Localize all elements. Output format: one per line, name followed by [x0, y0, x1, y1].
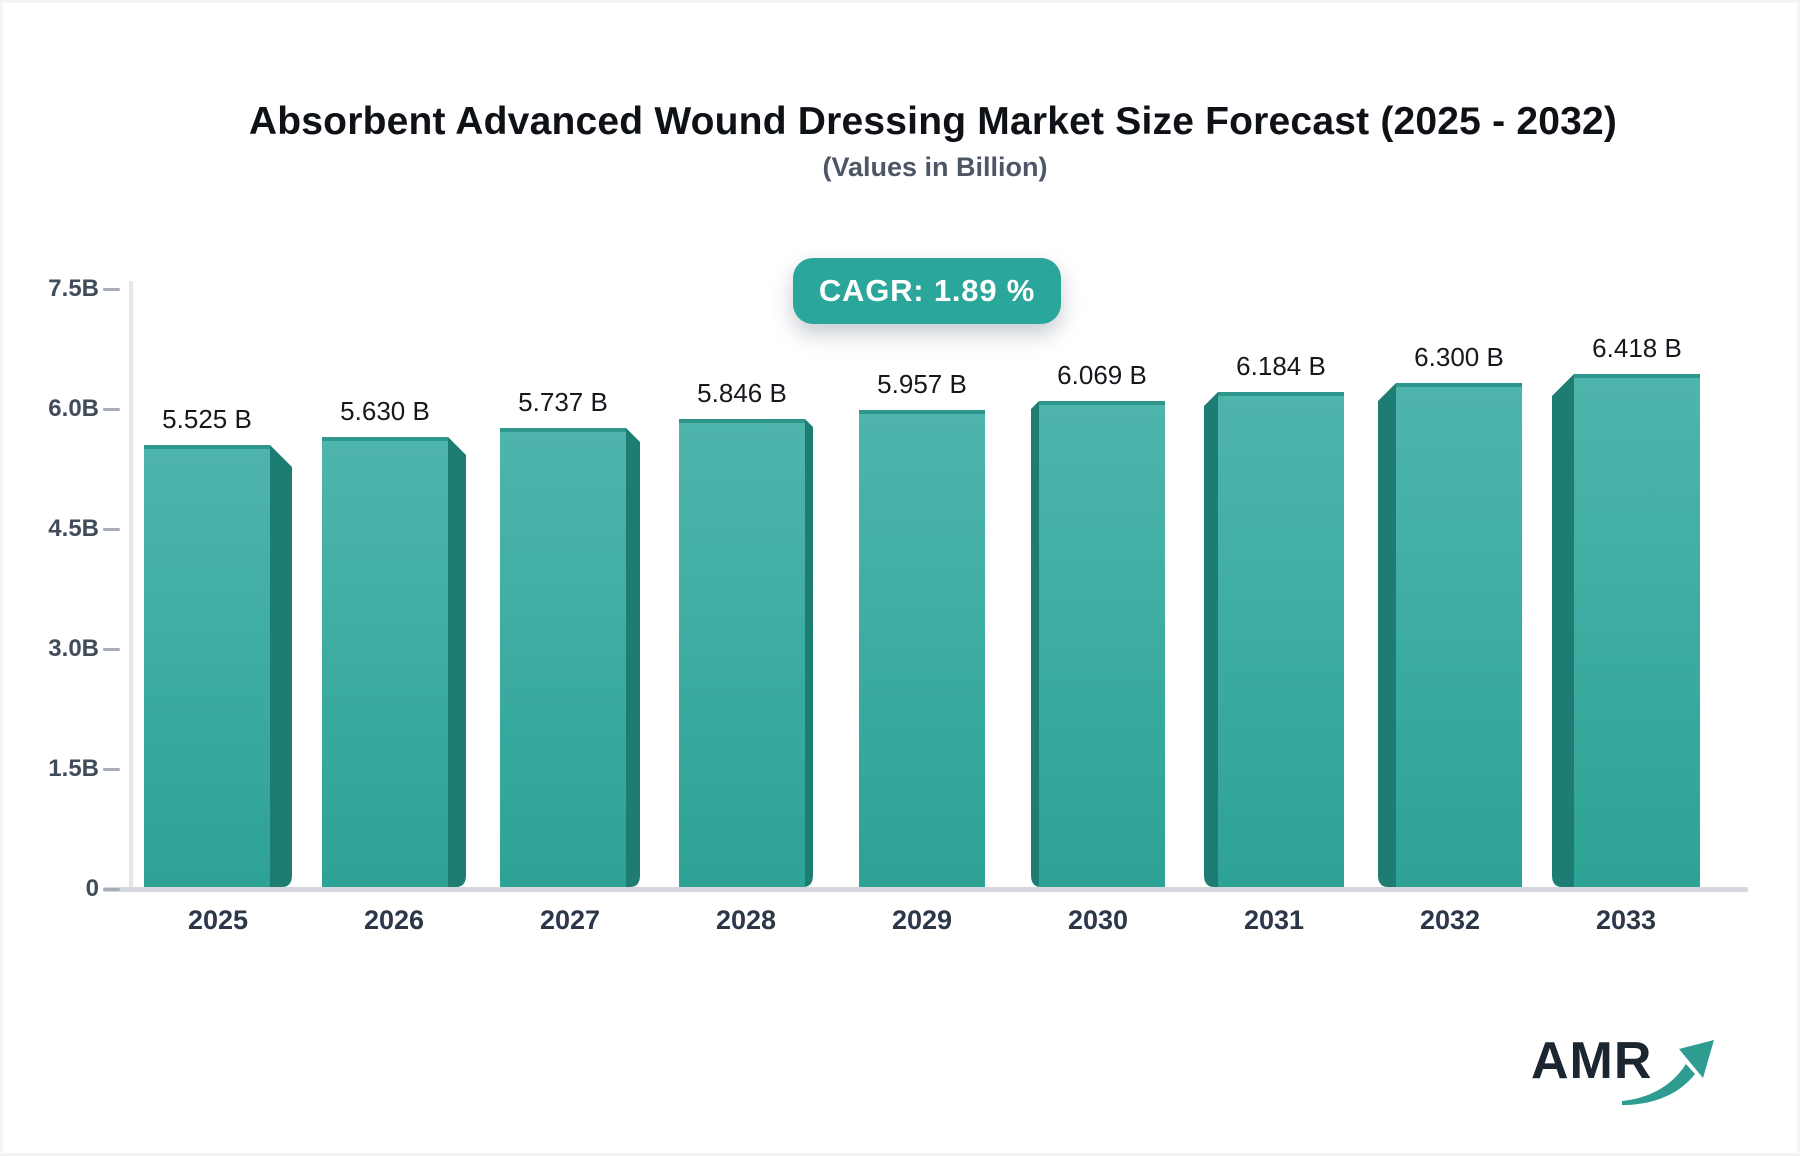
- bar-2031: [1204, 392, 1344, 887]
- x-tick-label: 2031: [1243, 905, 1305, 935]
- bar-value-label: 5.846 B: [697, 378, 787, 408]
- bar-top-edge: [679, 419, 805, 423]
- bar-front-face: [1039, 401, 1165, 887]
- bar-side-face: [1031, 401, 1041, 887]
- y-axis-line: [129, 281, 133, 891]
- y-tick-label: 3.0B: [48, 635, 99, 662]
- y-tick-label: 6.0B: [48, 395, 99, 422]
- bar-2027: [500, 428, 640, 887]
- bar-value-label: 5.525 B: [162, 404, 252, 434]
- bar-2032: [1378, 383, 1522, 887]
- cagr-badge-label: CAGR: 1.89 %: [818, 273, 1036, 308]
- bar-front-face: [500, 428, 626, 887]
- bar-front-face: [1396, 383, 1522, 887]
- amr-logo-text: AMR: [1531, 1032, 1653, 1090]
- bar-side-face: [1204, 392, 1218, 887]
- bar-2025: [144, 445, 292, 887]
- x-tick-label: 2027: [539, 905, 601, 935]
- y-tick-dash: [103, 288, 120, 291]
- x-tick-label: 2032: [1419, 905, 1481, 935]
- y-tick-label: 1.5B: [48, 755, 99, 782]
- bar-top-edge: [1396, 383, 1522, 387]
- bar-top-edge: [1039, 401, 1165, 405]
- bar-value-label: 6.300 B: [1414, 342, 1504, 372]
- y-tick-label: 4.5B: [48, 515, 99, 542]
- bar-front-face: [1574, 374, 1700, 887]
- x-axis-baseline: [103, 887, 1748, 892]
- bar-2026: [322, 437, 466, 887]
- y-tick-label: 7.5B: [48, 275, 99, 302]
- bar-side-face: [803, 419, 813, 887]
- y-tick-dash: [103, 528, 120, 531]
- bar-front-face: [144, 445, 270, 887]
- y-tick-label: 0: [85, 875, 99, 902]
- bar-front-face: [322, 437, 448, 887]
- x-tick-label: 2028: [715, 905, 777, 935]
- x-tick-label: 2025: [187, 905, 249, 935]
- bar-side-face: [270, 445, 292, 887]
- y-tick-dash: [103, 768, 120, 771]
- bar-side-face: [1378, 383, 1396, 887]
- bar-2029: [859, 410, 985, 887]
- bar-top-edge: [1574, 374, 1700, 378]
- bar-value-label: 5.737 B: [518, 387, 608, 417]
- bar-2030: [1031, 401, 1165, 887]
- bar-front-face: [679, 419, 805, 887]
- bar-top-edge: [322, 437, 448, 441]
- bar-front-face: [859, 410, 985, 887]
- bar-value-label: 6.069 B: [1057, 360, 1147, 390]
- bar-2033: [1552, 374, 1700, 887]
- bar-top-edge: [500, 428, 626, 432]
- bar-2028: [679, 419, 813, 887]
- bar-top-edge: [1218, 392, 1344, 396]
- page-title: Absorbent Advanced Wound Dressing Market…: [248, 100, 1618, 143]
- bar-value-label: 6.184 B: [1236, 351, 1326, 381]
- page-subtitle: (Values in Billion): [822, 152, 1048, 182]
- amr-logo: AMR: [1531, 1031, 1731, 1121]
- x-tick-label: 2029: [891, 905, 953, 935]
- y-tick-dash: [103, 648, 120, 651]
- bar-side-face: [1552, 374, 1574, 887]
- growth-arrow-icon: [1622, 1040, 1714, 1105]
- y-tick-dash: [103, 888, 120, 891]
- bar-value-label: 6.418 B: [1592, 333, 1682, 363]
- bar-top-edge: [144, 445, 270, 449]
- cagr-badge: CAGR: 1.89 %: [793, 258, 1061, 324]
- y-tick-dash: [103, 408, 120, 411]
- bar-front-face: [1218, 392, 1344, 887]
- x-tick-label: 2026: [363, 905, 425, 935]
- bar-top-edge: [859, 410, 985, 414]
- bar-value-label: 5.630 B: [340, 396, 430, 426]
- x-tick-label: 2033: [1595, 905, 1657, 935]
- bar-side-face: [626, 428, 640, 887]
- x-tick-label: 2030: [1067, 905, 1129, 935]
- bar-side-face: [448, 437, 466, 887]
- bar-value-label: 5.957 B: [877, 369, 967, 399]
